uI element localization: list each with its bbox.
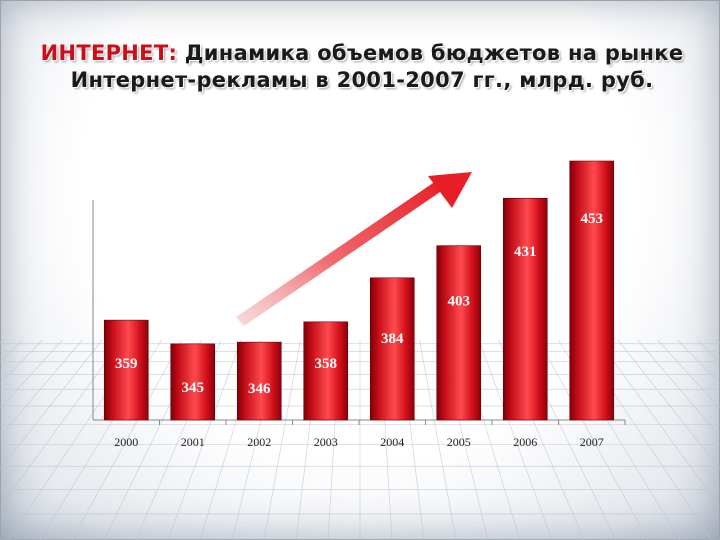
data-label-2007: 453 bbox=[581, 211, 604, 227]
bar-2003 bbox=[303, 321, 349, 421]
x-tick-2004: 2004 bbox=[380, 435, 404, 449]
data-label-2002: 346 bbox=[248, 381, 271, 397]
x-tick-2000: 2000 bbox=[114, 435, 138, 449]
x-tick-2002: 2002 bbox=[247, 435, 271, 449]
chart-title: ИНТЕРНЕТ: Динамика объемов бюджетов на р… bbox=[12, 40, 712, 94]
x-tick-2006: 2006 bbox=[513, 435, 537, 449]
data-label-2005: 403 bbox=[448, 294, 471, 310]
bar-2006 bbox=[502, 197, 548, 421]
bar-2002 bbox=[236, 341, 282, 421]
bar-2004 bbox=[369, 277, 415, 421]
trend-arrow bbox=[236, 172, 472, 326]
title-text: Динамика объемов бюджетов на рынке bbox=[184, 41, 684, 65]
bar-2007 bbox=[569, 160, 615, 421]
data-label-2003: 358 bbox=[315, 356, 338, 372]
title-accent: ИНТЕРНЕТ: bbox=[40, 41, 178, 65]
x-tick-2003: 2003 bbox=[314, 435, 338, 449]
x-tick-2001: 2001 bbox=[181, 435, 205, 449]
x-tick-2005: 2005 bbox=[447, 435, 471, 449]
bar-2005 bbox=[436, 245, 482, 421]
data-label-2004: 384 bbox=[381, 331, 404, 347]
title-line-2: Интернет-рекламы в 2001-2007 гг., млрд. … bbox=[70, 68, 654, 92]
x-tick-2007: 2007 bbox=[580, 435, 604, 449]
data-label-2006: 431 bbox=[514, 244, 537, 260]
data-label-2001: 345 bbox=[182, 380, 205, 396]
bar-2001 bbox=[170, 343, 216, 421]
data-label-2000: 359 bbox=[115, 356, 138, 372]
bar-2000 bbox=[103, 319, 149, 421]
